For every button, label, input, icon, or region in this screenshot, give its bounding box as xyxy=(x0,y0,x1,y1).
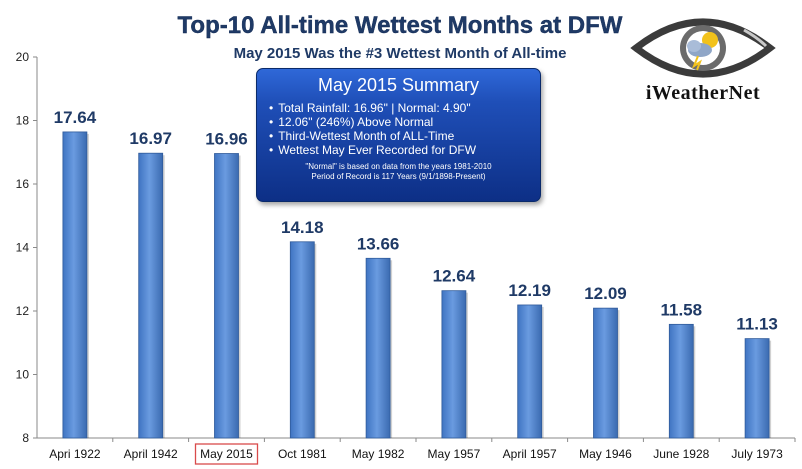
y-tick-label: 16 xyxy=(16,177,30,191)
summary-list: Total Rainfall: 16.96" | Normal: 4.90" 1… xyxy=(269,101,528,157)
bar xyxy=(441,290,467,439)
summary-notes: "Normal" is based on data from the years… xyxy=(269,162,528,182)
data-label: 11.58 xyxy=(660,300,702,319)
x-category-label: Oct 1981 xyxy=(278,447,327,461)
data-label: 17.64 xyxy=(54,108,97,127)
x-category-label: April 1942 xyxy=(124,447,178,461)
x-category-label: June 1928 xyxy=(653,447,709,461)
axes: 8 10 12 14 16 18 20 Apri 1922 April 1942 May 2015… xyxy=(16,50,796,465)
iweathernet-logo: iWeatherNet xyxy=(628,10,778,105)
y-tick-label: 12 xyxy=(16,304,30,318)
chart-title: Top-10 All-time Wettest Months at DFW xyxy=(178,12,623,39)
data-label: 11.13 xyxy=(736,315,778,334)
y-tick-label: 20 xyxy=(16,50,30,64)
data-label: 14.18 xyxy=(281,218,324,237)
bar xyxy=(744,338,770,439)
bar xyxy=(214,153,239,439)
y-tick-label: 18 xyxy=(16,114,30,128)
bar xyxy=(668,323,694,439)
x-category-label: May 2015 xyxy=(200,447,253,461)
x-category-label: May 1957 xyxy=(428,447,481,461)
bar xyxy=(593,307,618,439)
y-tick-label: 8 xyxy=(22,431,29,445)
summary-item-wettest-may: Wettest May Ever Recorded for DFW xyxy=(269,143,528,157)
data-label: 12.64 xyxy=(433,267,476,286)
logo-text: iWeatherNet xyxy=(645,82,761,104)
bar xyxy=(289,241,315,439)
summary-item-above-normal: 12.06" (246%) Above Normal xyxy=(269,115,528,129)
bar xyxy=(517,304,543,439)
x-category-label: Apri 1922 xyxy=(49,447,101,461)
summary-item-total-rainfall: Total Rainfall: 16.96" | Normal: 4.90" xyxy=(269,101,528,115)
summary-title: May 2015 Summary xyxy=(317,75,480,95)
data-label: 16.96 xyxy=(205,130,248,149)
data-label: 12.19 xyxy=(508,281,551,300)
bars-group: 17.64 16.97 16.96 14.18 13.66 12.64 12.19 12.09… xyxy=(54,108,778,439)
x-category-label: July 1973 xyxy=(731,447,783,461)
x-category-label: May 1982 xyxy=(352,447,405,461)
summary-box: May 2015 Summary Total Rainfall: 16.96" … xyxy=(256,68,541,202)
x-category-label: April 1957 xyxy=(503,447,557,461)
bar xyxy=(62,131,88,439)
eye-weather-logo-icon xyxy=(630,18,776,78)
summary-note-normal: "Normal" is based on data from the years… xyxy=(305,162,492,171)
x-category-label: May 1946 xyxy=(579,447,632,461)
highlight-box xyxy=(194,443,259,465)
data-label: 13.66 xyxy=(357,234,400,253)
y-tick-label: 14 xyxy=(16,241,30,255)
data-label: 12.09 xyxy=(584,284,627,303)
summary-note-period: Period of Record is 117 Years (9/1/1898-… xyxy=(311,172,486,181)
bar xyxy=(365,257,391,439)
bar xyxy=(138,152,164,439)
y-tick-label: 10 xyxy=(16,368,30,382)
summary-item-third-wettest: Third-Wettest Month of ALL-Time xyxy=(269,129,528,143)
data-label: 16.97 xyxy=(129,129,172,148)
chart-subtitle: May 2015 Was the #3 Wettest Month of All… xyxy=(234,45,567,62)
